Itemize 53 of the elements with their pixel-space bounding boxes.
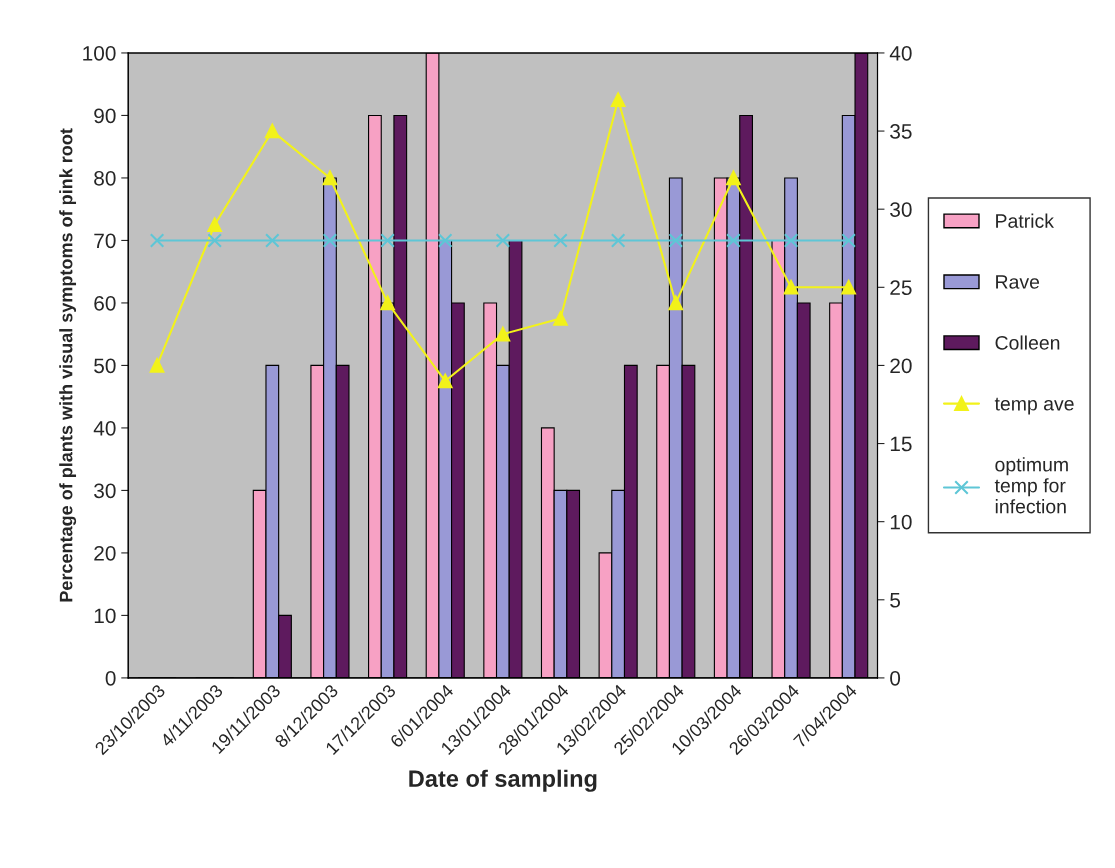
y2-tick-label: 40 xyxy=(889,45,912,61)
y-tick-label: 20 xyxy=(94,545,116,561)
y-tick-label: 100 xyxy=(83,45,116,61)
y-tick-label: 40 xyxy=(93,420,116,436)
point xyxy=(437,233,453,248)
y-axis-title: Percentage of plants with visual symptoms of pink root xyxy=(59,128,77,602)
y-tick-label: 80 xyxy=(94,170,116,186)
legend-label: temp ave xyxy=(994,397,1074,415)
point xyxy=(149,358,165,373)
point xyxy=(841,233,856,248)
point xyxy=(726,170,741,186)
y-tick-label: 50 xyxy=(94,358,116,374)
point xyxy=(726,233,741,248)
point xyxy=(380,233,395,248)
point xyxy=(610,92,626,108)
point xyxy=(668,233,684,248)
point xyxy=(783,233,799,248)
y2-tick-label: 15 xyxy=(890,436,912,452)
x-axis-title: Date of sampling xyxy=(409,769,597,792)
y2-tick-label: 30 xyxy=(890,202,912,217)
point xyxy=(668,295,684,311)
y2-tick-label: 20 xyxy=(890,358,912,374)
y2-tick-label: 10 xyxy=(890,514,912,530)
y2-tick-label: 5 xyxy=(890,593,901,608)
y2-tick-label: 25 xyxy=(890,280,912,296)
y-tick-label: 70 xyxy=(94,233,116,249)
point xyxy=(783,280,799,295)
point xyxy=(207,217,222,233)
y-tick-label: 0 xyxy=(105,670,116,686)
point xyxy=(265,233,280,248)
point xyxy=(610,233,626,248)
legend-label: Colleen xyxy=(995,335,1060,350)
point xyxy=(380,295,395,311)
point xyxy=(265,123,280,139)
point xyxy=(495,326,511,342)
point xyxy=(841,280,856,295)
y-tick-label: 10 xyxy=(94,608,116,624)
legend-label: Rave xyxy=(996,275,1040,289)
y-tick-label: 90 xyxy=(94,108,116,124)
legend-label: Patrick xyxy=(996,213,1054,228)
point xyxy=(437,373,453,389)
y-tick-label: 30 xyxy=(94,483,116,499)
point xyxy=(553,233,568,248)
point xyxy=(322,170,338,186)
point xyxy=(149,233,165,248)
legend-label: optimum temp for infection xyxy=(994,457,1068,514)
y2-tick-label: 0 xyxy=(890,670,901,686)
point xyxy=(553,311,568,326)
point xyxy=(322,233,338,248)
point xyxy=(207,233,222,248)
y2-tick-label: 35 xyxy=(890,124,912,139)
point xyxy=(495,233,511,248)
y-tick-label: 60 xyxy=(94,295,116,311)
